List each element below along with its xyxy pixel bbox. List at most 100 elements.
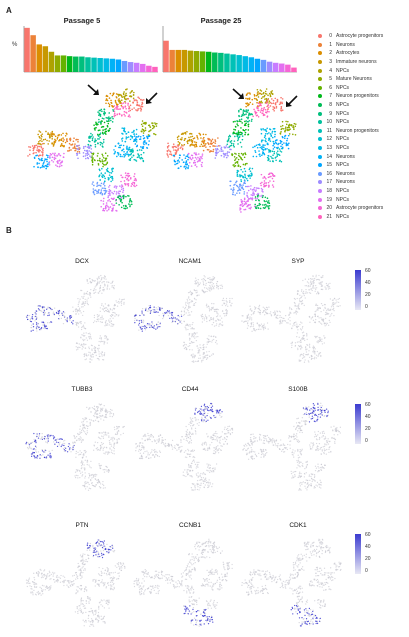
legend-id: 19 [325,197,332,203]
legend-id: 17 [325,179,332,185]
colorbar-tick: 0 [365,304,368,310]
bar-21 [152,67,157,72]
legend-swatch [318,60,322,64]
bar-1 [30,35,35,72]
legend-id: 0 [325,33,332,39]
bar-0 [163,41,168,72]
arrow-icon [282,93,302,113]
bar-7 [206,52,211,72]
legend-label: NPCs [336,111,349,117]
feature-plot-ncam1 [130,268,240,373]
bar-12 [236,55,241,72]
colorbar-tick: 60 [365,268,371,274]
bar-y-axis-label: % [12,42,17,48]
feature-plot-tubb3 [22,396,132,501]
bar-9 [218,53,223,72]
legend-label: NPCs [336,188,349,194]
legend-label: Astrocyte progenitors [336,33,383,39]
legend-id: 14 [325,154,332,160]
legend-id: 11 [325,128,332,134]
legend-label: Neuron progenitors [336,128,379,134]
legend-swatch [318,103,322,107]
colorbar-tick: 40 [365,544,371,550]
bar-14 [249,57,254,72]
bar-2 [175,50,180,72]
bar-3 [43,46,48,72]
bar-11 [230,54,235,72]
legend-label: NPCs [336,145,349,151]
colorbar [355,270,361,310]
legend-item: 0 Astrocyte progenitors [318,32,383,41]
feature-plot-cdk1 [238,532,348,637]
legend-label: NPCs [336,197,349,203]
legend-swatch [318,137,322,141]
legend-id: 4 [325,68,332,74]
bar-12 [97,58,102,72]
legend-swatch [318,206,322,210]
legend-id: 15 [325,162,332,168]
legend-swatch [318,215,322,219]
feature-plot-syp [238,268,348,373]
colorbar-tick: 60 [365,402,371,408]
feature-plot-ccnb1 [130,532,240,637]
bar-18 [273,63,278,72]
legend-label: NPCs [336,85,349,91]
legend-swatch [318,155,322,159]
gene-title-cd44: CD44 [150,386,230,393]
bar-6 [200,51,205,72]
legend-label: NPCs [336,162,349,168]
legend-id: 7 [325,93,332,99]
bar-11 [91,58,96,72]
legend-label: Neuron progenitors [336,93,379,99]
legend-id: 21 [325,214,332,220]
bar-17 [128,62,133,72]
bar-14 [110,59,115,72]
legend-label: NPCs [336,136,349,142]
panel-b-letter: B [6,226,12,235]
arrow-icon [142,90,162,110]
bar-2 [36,44,41,72]
bar-chart-passage-5 [24,26,158,76]
legend-label: Astrocyte progenitors [336,205,383,211]
legend-item: 20 Astrocyte progenitors [318,204,383,213]
legend-label: Neurons [336,171,355,177]
legend-id: 20 [325,205,332,211]
bar-chart-passage-25 [163,26,297,76]
bar-7 [67,56,72,72]
legend-id: 3 [325,59,332,65]
legend-id: 5 [325,76,332,82]
bar-10 [224,54,229,72]
legend-swatch [318,69,322,73]
legend-swatch [318,189,322,193]
colorbar-tick: 20 [365,292,371,298]
legend-label: Immature neurons [336,59,377,65]
gene-title-dcx: DCX [42,258,122,265]
bar-19 [279,64,284,72]
legend-swatch [318,129,322,133]
legend-label: NPCs [336,119,349,125]
legend-label: Neurons [336,42,355,48]
bar-5 [194,51,199,72]
gene-title-tubb3: TUBB3 [42,386,122,393]
legend-swatch [318,94,322,98]
bar-9 [79,57,84,72]
bar-19 [140,64,145,72]
feature-plot-ptn [22,532,132,637]
legend-id: 16 [325,171,332,177]
colorbar-tick: 40 [365,280,371,286]
bar-0 [24,28,29,72]
bar-16 [261,60,266,72]
bar-13 [242,56,247,72]
bar-1 [169,50,174,72]
bar-21 [291,68,296,72]
bar-4 [188,51,193,72]
